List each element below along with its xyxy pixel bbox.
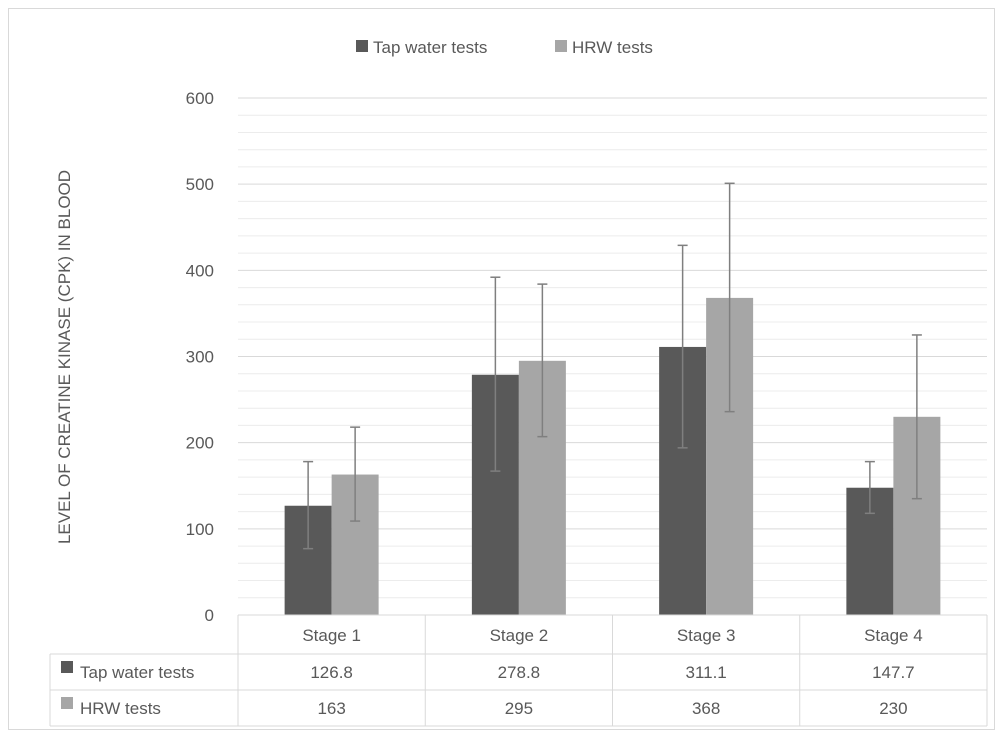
table-series-name: Tap water tests — [80, 663, 194, 682]
table-series-swatch — [61, 697, 73, 709]
y-tick-label: 300 — [186, 348, 214, 367]
data-table: Stage 1 Stage 2 Stage 3 Stage 4 Tap water te… — [49, 614, 988, 727]
category-label: Stage 3 — [677, 626, 736, 645]
y-axis-ticks: 0 100 200 300 400 500 600 — [186, 89, 214, 625]
y-tick-label: 100 — [186, 520, 214, 539]
chart-frame — [8, 8, 995, 730]
table-value: 147.7 — [872, 663, 915, 682]
legend: Tap water tests HRW tests — [356, 38, 653, 57]
table-value: 311.1 — [685, 663, 726, 682]
y-tick-label: 600 — [186, 89, 214, 108]
category-label: Stage 4 — [864, 626, 923, 645]
legend-swatch — [356, 40, 368, 52]
legend-label: Tap water tests — [373, 38, 487, 57]
error-bars — [303, 182, 922, 550]
y-tick-label: 0 — [205, 606, 214, 625]
table-series-swatch — [61, 661, 73, 673]
table-value: 295 — [505, 699, 533, 718]
category-label: Stage 2 — [490, 626, 549, 645]
legend-label: HRW tests — [572, 38, 653, 57]
table-value: 163 — [317, 699, 345, 718]
table-value: 278.8 — [498, 663, 541, 682]
y-tick-label: 400 — [186, 261, 214, 280]
table-value: 230 — [879, 699, 907, 718]
bars — [284, 297, 941, 615]
table-value: 368 — [692, 699, 720, 718]
y-tick-label: 200 — [186, 434, 214, 453]
category-label: Stage 1 — [302, 626, 361, 645]
table-value: 126.8 — [310, 663, 353, 682]
table-series-name: HRW tests — [80, 699, 161, 718]
y-tick-label: 500 — [186, 175, 214, 194]
y-axis-label: LEVEL OF CREATINE KINASE (CPK) IN BLOOD — [55, 170, 74, 544]
legend-swatch — [555, 40, 567, 52]
